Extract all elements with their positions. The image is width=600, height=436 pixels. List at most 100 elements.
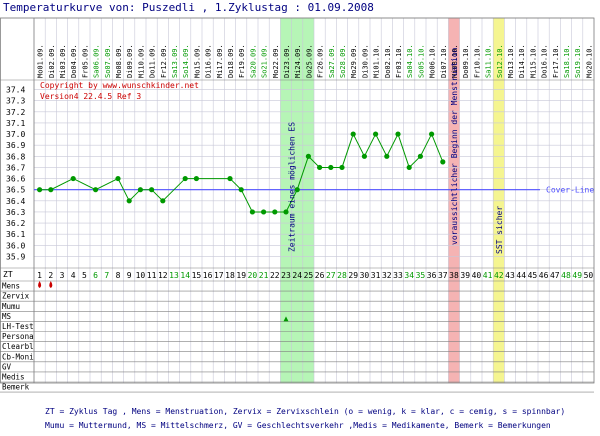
zt-day-number: 14 <box>180 271 190 280</box>
band-labels: Zeitraum eines möglichen ES voraussichtli… <box>288 47 504 254</box>
temperature-point <box>70 175 76 182</box>
zt-day-number: 22 <box>270 271 280 280</box>
zt-day-number: 29 <box>348 271 358 280</box>
date-label: Sa11.10. <box>485 44 493 78</box>
date-label: Do04.09. <box>70 44 78 78</box>
zt-day-number: 26 <box>315 271 325 280</box>
date-label: Fr10.10. <box>473 44 481 78</box>
band-2 <box>448 18 460 383</box>
date-label: Do18.09. <box>227 44 235 78</box>
y-tick-label: 37.3 <box>6 97 25 106</box>
date-label: Sa06.09. <box>93 44 101 78</box>
temperature-point <box>182 175 188 182</box>
zt-day-number: 17 <box>214 271 224 280</box>
date-label: So07.09. <box>104 44 112 78</box>
zt-day-number: 32 <box>382 271 392 280</box>
zt-day-number: 15 <box>192 271 202 280</box>
zt-day-number: 12 <box>158 271 168 280</box>
date-label: Di16.09. <box>205 44 213 78</box>
y-tick-labels: 37.4 37.3 37.2 37.1 37.0 36.9 36.8 36.7 36.6 36.5… <box>6 86 25 262</box>
row-label: Medis <box>2 373 25 382</box>
temperature-point <box>384 153 390 159</box>
zt-day-number: 38 <box>449 271 459 280</box>
version-text: Version4 22.4.5 Ref 3 <box>40 92 141 101</box>
legend-line-2: Mumu = Muttermund, MS = Mittelschmerz, G… <box>45 421 551 430</box>
row-label: Cb-Moni <box>2 352 34 361</box>
zt-day-number: 39 <box>460 271 470 280</box>
date-label: Fr26.09. <box>317 44 325 78</box>
zt-day-number: 23 <box>281 271 291 280</box>
zt-day-number: 3 <box>60 271 65 280</box>
ms-marker <box>283 316 289 322</box>
zt-day-number: 35 <box>416 271 426 280</box>
date-label: Mo29.09. <box>350 44 358 78</box>
temperature-point <box>93 187 99 193</box>
y-tick-label: 36.6 <box>6 175 25 184</box>
temperature-point <box>305 153 311 159</box>
bands-layer <box>280 18 505 383</box>
zt-day-number: 49 <box>572 271 582 280</box>
date-label: Fr19.09. <box>238 44 246 78</box>
temperature-point <box>429 131 435 137</box>
date-label: So05.10. <box>417 44 425 78</box>
zt-day-number: 31 <box>371 271 381 280</box>
date-label: Di02.09. <box>48 44 56 78</box>
zt-day-number: 19 <box>236 271 246 280</box>
date-label: Sa18.10. <box>563 44 571 78</box>
zt-day-number: 13 <box>169 271 179 280</box>
temperature-point <box>193 175 199 182</box>
date-label: So21.09. <box>261 44 269 78</box>
date-label: So19.10. <box>574 44 582 78</box>
temperature-point <box>350 131 356 137</box>
date-label: Do02.10. <box>384 44 392 78</box>
date-label: Di23.09. <box>283 44 291 78</box>
band-label-3: SST sicher <box>495 206 504 254</box>
temperature-point <box>37 187 43 193</box>
y-tick-label: 36.2 <box>6 219 25 228</box>
y-tick-label: 36.4 <box>6 197 25 206</box>
y-tick-label: 36.9 <box>6 141 25 150</box>
zt-day-number: 20 <box>248 271 258 280</box>
zt-day-number: 6 <box>93 271 98 280</box>
date-label: Mo20.10. <box>585 44 593 78</box>
band-3 <box>493 18 505 383</box>
zt-day-number: 34 <box>404 271 414 280</box>
date-label: Do16.10. <box>541 44 549 78</box>
date-label: Mi24.09. <box>294 44 302 78</box>
zt-day-number: 40 <box>472 271 482 280</box>
y-tick-label: 37.1 <box>6 119 25 128</box>
temperature-point <box>48 187 54 193</box>
date-label: So14.09. <box>182 44 190 78</box>
date-label: Fr17.10. <box>552 44 560 78</box>
temperature-point <box>249 209 255 215</box>
zt-row-label: ZT <box>3 270 13 279</box>
zt-day-number: 48 <box>561 271 571 280</box>
temperature-point <box>339 164 345 171</box>
date-label: Mo22.09. <box>272 44 280 78</box>
zt-day-number: 21 <box>259 271 269 280</box>
temperature-point <box>283 209 289 215</box>
date-label: Fr05.09. <box>81 44 89 78</box>
temperature-point <box>227 175 233 182</box>
temperature-point <box>328 164 334 171</box>
zt-day-number: 37 <box>438 271 448 280</box>
date-label: Fr12.09. <box>160 44 168 78</box>
zt-day-number: 36 <box>427 271 437 280</box>
row-label: Persona <box>2 332 34 341</box>
date-label: Di09.09. <box>126 44 134 78</box>
date-label: So12.10. <box>496 44 504 78</box>
y-tick-label: 35.9 <box>6 252 25 261</box>
zt-day-number: 28 <box>337 271 347 280</box>
date-label: Mo01.09. <box>37 44 45 78</box>
row-label: Clearbl <box>2 342 34 351</box>
date-label: So28.09. <box>339 44 347 78</box>
temperature-point <box>115 175 121 182</box>
date-label: Sa20.09. <box>249 44 257 78</box>
temperature-point <box>317 164 323 171</box>
zt-day-number: 18 <box>225 271 235 280</box>
date-label: Do09.10. <box>462 44 470 78</box>
temperature-point <box>361 153 367 159</box>
row-label: Bemerk <box>2 383 30 392</box>
row-label: GV <box>2 362 12 371</box>
